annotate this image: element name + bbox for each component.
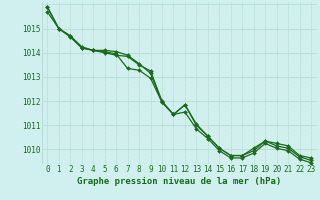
X-axis label: Graphe pression niveau de la mer (hPa): Graphe pression niveau de la mer (hPa) — [77, 177, 281, 186]
